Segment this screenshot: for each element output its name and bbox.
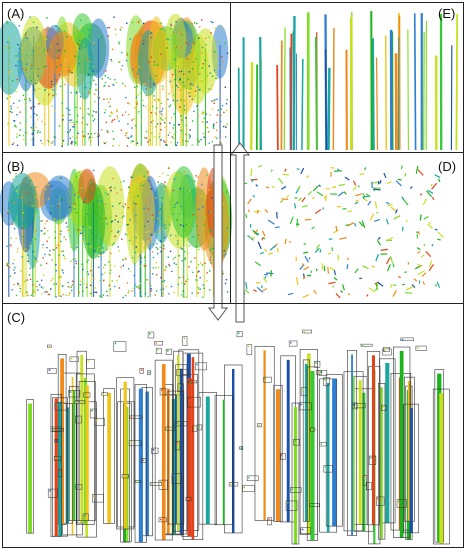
- panel-d-frame: [230, 152, 464, 304]
- panel-label-e: (E): [438, 7, 455, 20]
- panel-b-frame: [2, 152, 231, 304]
- panel-label-a: (A): [7, 7, 24, 20]
- panel-label-c: (C): [7, 311, 25, 324]
- panel-label-d: (D): [438, 160, 456, 173]
- panel-e-frame: [230, 2, 464, 153]
- panel-a-frame: [2, 2, 231, 153]
- panel-label-b: (B): [7, 160, 24, 173]
- panel-c-frame: [2, 303, 464, 548]
